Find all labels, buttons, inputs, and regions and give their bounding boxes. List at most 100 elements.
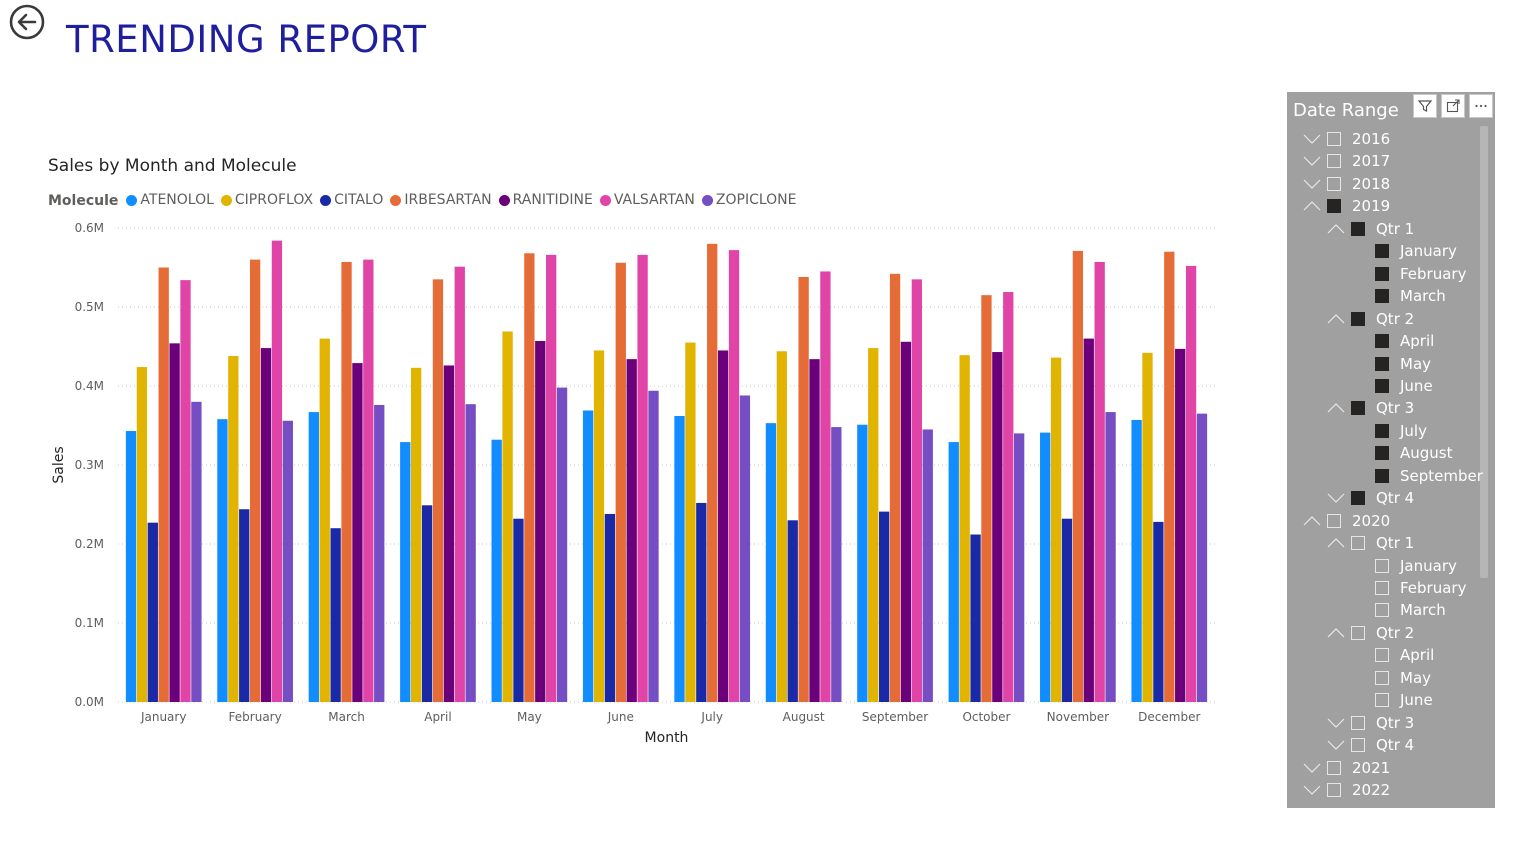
legend-item[interactable]: CIPROFLOX <box>220 192 313 208</box>
chevron-down-icon[interactable] <box>1327 716 1349 730</box>
slicer-item-label: August <box>1400 444 1453 463</box>
slicer-checkbox[interactable] <box>1375 244 1389 259</box>
slicer-checkbox[interactable] <box>1351 738 1365 753</box>
bar <box>308 412 319 702</box>
slicer-checkbox[interactable] <box>1375 446 1389 461</box>
slicer-checkbox[interactable] <box>1375 468 1389 483</box>
slicer-year-row[interactable]: 2021 <box>1303 757 1390 779</box>
chevron-up-icon[interactable] <box>1327 626 1349 640</box>
slicer-checkbox[interactable] <box>1351 221 1365 236</box>
chevron-up-icon[interactable] <box>1303 514 1325 528</box>
slicer-checkbox[interactable] <box>1375 693 1389 708</box>
slicer-month-row[interactable]: April <box>1375 644 1434 666</box>
slicer-scrollbar[interactable] <box>1480 126 1488 578</box>
filter-icon <box>1417 100 1433 112</box>
slicer-item-label: Qtr 4 <box>1376 736 1415 755</box>
slicer-month-row[interactable]: June <box>1375 689 1433 711</box>
legend-item[interactable]: CITALO <box>320 192 383 208</box>
bar <box>593 350 605 702</box>
chevron-up-icon[interactable] <box>1303 199 1325 213</box>
slicer-month-row[interactable]: March <box>1375 599 1446 621</box>
bar <box>728 250 740 702</box>
chevron-down-icon[interactable] <box>1303 761 1325 775</box>
slicer-checkbox[interactable] <box>1327 176 1341 191</box>
chevron-down-icon[interactable] <box>1303 783 1325 797</box>
slicer-month-row[interactable]: June <box>1375 375 1433 397</box>
legend-item[interactable]: ATENOLOL <box>126 192 214 208</box>
slicer-quarter-row[interactable]: Qtr 1 <box>1327 218 1414 240</box>
slicer-checkbox[interactable] <box>1351 401 1365 416</box>
slicer-checkbox[interactable] <box>1351 536 1365 551</box>
slicer-item-label: Qtr 3 <box>1376 713 1415 732</box>
slicer-checkbox[interactable] <box>1375 334 1389 349</box>
filter-button[interactable] <box>1413 94 1437 118</box>
chevron-up-icon[interactable] <box>1327 222 1349 236</box>
slicer-month-row[interactable]: May <box>1375 353 1431 375</box>
slicer-month-row[interactable]: March <box>1375 285 1446 307</box>
slicer-checkbox[interactable] <box>1327 760 1341 775</box>
slicer-checkbox[interactable] <box>1375 670 1389 685</box>
slicer-quarter-row[interactable]: Qtr 4 <box>1327 734 1414 756</box>
slicer-year-row[interactable]: 2019 <box>1303 195 1390 217</box>
slicer-checkbox[interactable] <box>1327 783 1341 798</box>
slicer-checkbox[interactable] <box>1327 154 1341 169</box>
slicer-checkbox[interactable] <box>1375 356 1389 371</box>
slicer-quarter-row[interactable]: Qtr 2 <box>1327 622 1414 644</box>
chevron-down-icon[interactable] <box>1303 132 1325 146</box>
slicer-checkbox[interactable] <box>1375 289 1389 304</box>
slicer-checkbox[interactable] <box>1327 132 1341 146</box>
legend-item[interactable]: ZOPICLONE <box>701 192 797 208</box>
bar <box>556 387 568 702</box>
legend-item[interactable]: IRBESARTAN <box>390 192 492 208</box>
slicer-quarter-row[interactable]: Qtr 3 <box>1327 397 1414 419</box>
chevron-down-icon[interactable] <box>1303 154 1325 168</box>
slicer-checkbox[interactable] <box>1375 603 1389 618</box>
slicer-quarter-row[interactable]: Qtr 4 <box>1327 487 1414 509</box>
slicer-item-label: January <box>1400 242 1457 261</box>
slicer-item-label: 2019 <box>1352 197 1391 216</box>
legend-item[interactable]: RANITIDINE <box>498 192 593 208</box>
slicer-month-row[interactable]: April <box>1375 330 1434 352</box>
slicer-month-row[interactable]: February <box>1375 263 1466 285</box>
focus-mode-button[interactable] <box>1441 94 1465 118</box>
slicer-checkbox[interactable] <box>1351 625 1365 640</box>
slicer-checkbox[interactable] <box>1327 513 1341 528</box>
slicer-year-row[interactable]: 2016 <box>1303 128 1390 150</box>
slicer-year-row[interactable]: 2022 <box>1303 779 1390 801</box>
slicer-checkbox[interactable] <box>1351 311 1365 326</box>
slicer-checkbox[interactable] <box>1375 648 1389 663</box>
slicer-month-row[interactable]: July <box>1375 420 1427 442</box>
slicer-month-row[interactable]: August <box>1375 442 1453 464</box>
slicer-checkbox[interactable] <box>1351 491 1365 506</box>
slicer-month-row[interactable]: January <box>1375 555 1457 577</box>
slicer-month-row[interactable]: January <box>1375 240 1457 262</box>
slicer-quarter-row[interactable]: Qtr 2 <box>1327 308 1414 330</box>
slicer-month-row[interactable]: September <box>1375 465 1483 487</box>
slicer-checkbox[interactable] <box>1351 715 1365 730</box>
chevron-up-icon[interactable] <box>1327 536 1349 550</box>
chevron-up-icon[interactable] <box>1327 401 1349 415</box>
chevron-down-icon[interactable] <box>1327 738 1349 752</box>
x-tick-label: November <box>1047 710 1109 724</box>
slicer-checkbox[interactable] <box>1375 558 1389 573</box>
bar <box>717 350 729 702</box>
slicer-checkbox[interactable] <box>1375 423 1389 438</box>
slicer-checkbox[interactable] <box>1375 378 1389 393</box>
slicer-quarter-row[interactable]: Qtr 3 <box>1327 712 1414 734</box>
slicer-checkbox[interactable] <box>1327 199 1341 214</box>
slicer-item-label: Qtr 3 <box>1376 399 1415 418</box>
slicer-checkbox[interactable] <box>1375 266 1389 281</box>
legend-item[interactable]: VALSARTAN <box>599 192 695 208</box>
chevron-down-icon[interactable] <box>1303 177 1325 191</box>
chevron-down-icon[interactable] <box>1327 491 1349 505</box>
more-options-button[interactable] <box>1469 94 1493 118</box>
slicer-year-row[interactable]: 2018 <box>1303 173 1390 195</box>
slicer-month-row[interactable]: February <box>1375 577 1466 599</box>
back-button[interactable] <box>9 4 45 40</box>
chevron-up-icon[interactable] <box>1327 312 1349 326</box>
slicer-year-row[interactable]: 2017 <box>1303 150 1390 172</box>
slicer-checkbox[interactable] <box>1375 581 1389 595</box>
slicer-month-row[interactable]: May <box>1375 667 1431 689</box>
slicer-year-row[interactable]: 2020 <box>1303 510 1390 532</box>
slicer-quarter-row[interactable]: Qtr 1 <box>1327 532 1414 554</box>
